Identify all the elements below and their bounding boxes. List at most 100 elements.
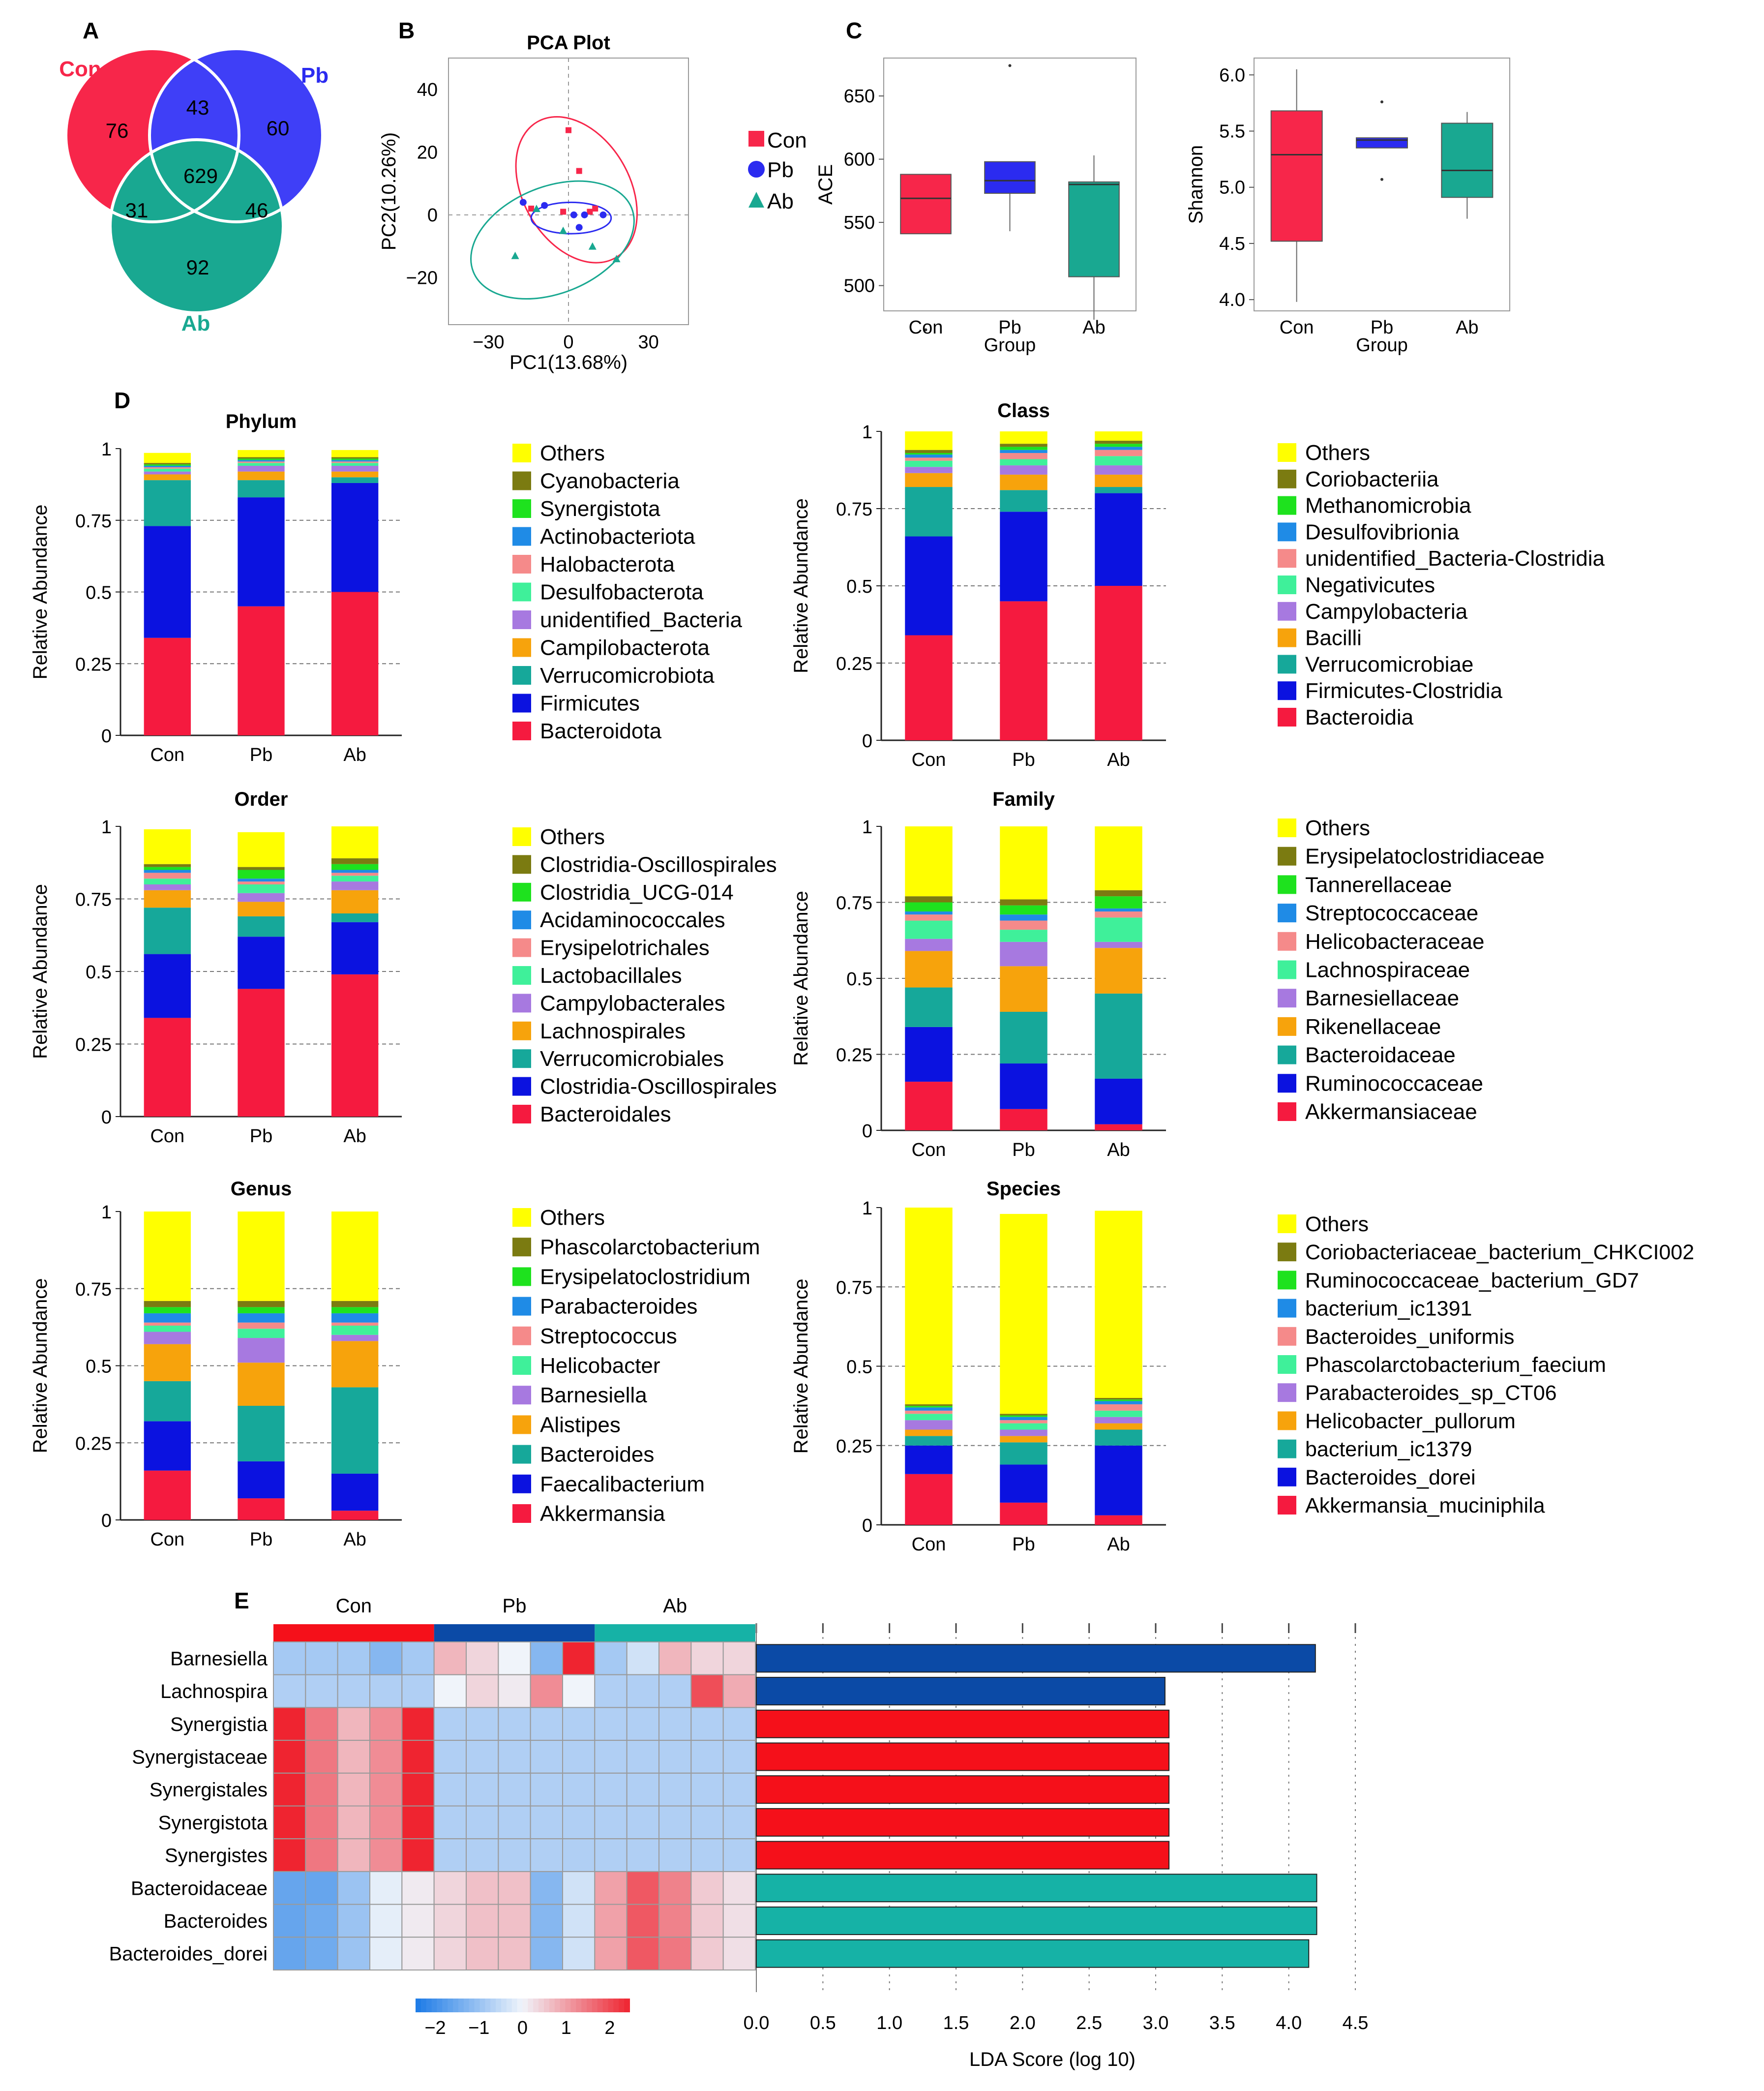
genus-legend-key [512, 1504, 531, 1523]
pca-title: PCA Plot [527, 32, 610, 54]
pca-point-ab [511, 251, 519, 259]
heatmap-cell [722, 1838, 756, 1872]
class-legend-key [1278, 655, 1296, 674]
colorbar-segment [597, 1999, 603, 2012]
genus-legend-key [512, 1415, 531, 1434]
order-bar-con-clostridia-ucg-014 [144, 867, 191, 870]
pca-legend-key-con [748, 131, 764, 147]
colorbar-segment [437, 1999, 443, 2012]
order-legend-label-clostridia-ucg-014: Clostridia_UCG-014 [540, 880, 734, 905]
genus-bar-pb-others [238, 1212, 285, 1301]
family-bar-pb-tannerellaceae [1000, 905, 1047, 915]
order-ytick: 1 [101, 817, 112, 838]
colorbar-tick: −1 [468, 2018, 489, 2038]
order-legend-label-verrucomicrobiales: Verrucomicrobiales [540, 1047, 724, 1071]
heatmap-cell [401, 1772, 435, 1807]
heatmap-cell [305, 1674, 338, 1708]
class-legend-key [1278, 549, 1296, 568]
genus-ytick: 0.25 [75, 1433, 112, 1454]
order-bar-pb-bacteroidales [238, 989, 285, 1117]
family-legend-key [1278, 1045, 1296, 1064]
class-legend-key [1278, 602, 1296, 621]
species-bar-con-phascolarctobacterium-faecium [905, 1414, 953, 1421]
heatmap-cell [722, 1707, 756, 1741]
heatmap-row-label-synergistaceae: Synergistaceae [132, 1746, 268, 1768]
phylum-bar-ab-others [331, 450, 379, 457]
order-legend-label-bacteroidales: Bacteroidales [540, 1102, 671, 1126]
class-xtick: Ab [1107, 750, 1130, 770]
pca-legend-label-con: Con [767, 128, 807, 152]
species-legend-key [1278, 1467, 1296, 1486]
family-legend-key [1278, 1102, 1296, 1121]
pca-ytick: −20 [406, 268, 438, 288]
venn-count-con-ab: 31 [125, 199, 149, 222]
order-bar-con-clostridia-oscillospirales [144, 864, 191, 867]
heatmap-cell [466, 1871, 499, 1905]
class-bar-pb-methanomicrobia [1000, 447, 1047, 450]
species-bar-ab-akkermansia-muciniphila [1095, 1515, 1142, 1525]
family-bar-ab-others [1095, 826, 1142, 890]
colorbar-segment [496, 1999, 502, 2012]
phylum-legend-key [512, 666, 531, 685]
species-bar-pb-coriobacteriaceae-bacterium-chkci002 [1000, 1414, 1047, 1416]
heatmap-cell [722, 1772, 756, 1807]
family-bar-con-erysipelatoclostridiaceae [905, 896, 953, 903]
genus-legend-key [512, 1238, 531, 1257]
order-bar-ab-erysipelotrichales [331, 873, 379, 876]
phylum-bar-pb-actinobacteriota [238, 460, 285, 462]
phylum-bar-con-actinobacteriota [144, 465, 191, 467]
heatmap-cell [658, 1871, 692, 1905]
phylum-bar-con-halobacterota [144, 467, 191, 469]
heatmap-row-label-bacteroides: Bacteroides [164, 1910, 268, 1932]
class-bar-pb-unidentified-bacteria-clostridia [1000, 453, 1047, 459]
colorbar-segment [517, 1999, 523, 2012]
phylum-xtick: Con [150, 745, 184, 765]
heatmap-cell [498, 1772, 531, 1807]
phylum-bar-ab-synergistota [331, 458, 379, 460]
order-bar-ab-verrucomicrobiales [331, 913, 379, 922]
heatmap-cell [273, 1740, 306, 1774]
heatmap-cell [305, 1707, 338, 1741]
species-bar-con-bacterium-ic1379 [905, 1436, 953, 1446]
phylum-legend-key [512, 610, 531, 629]
heatmap-cell [530, 1772, 563, 1807]
phylum-bar-con-synergistota [144, 464, 191, 466]
species-legend-key [1278, 1271, 1296, 1290]
heatmap-cell [305, 1772, 338, 1807]
heatmap-cell [498, 1937, 531, 1971]
order-bar-pb-clostridia-ucg-014 [238, 870, 285, 879]
heatmap-cell [273, 1674, 306, 1708]
heatmap-cell [498, 1641, 531, 1675]
species-bar-ab-parabacteroides-sp-ct06 [1095, 1417, 1142, 1424]
family-legend-key [1278, 904, 1296, 923]
heatmap-cell [466, 1805, 499, 1840]
venn-count-con-pb: 43 [186, 96, 209, 119]
phylum-ytick: 0.5 [86, 583, 112, 604]
shannon-xtick: Ab [1456, 317, 1478, 338]
genus-bar-con-faecalibacterium [144, 1421, 191, 1471]
phylum-ytick: 1 [101, 439, 112, 460]
heatmap-cell [337, 1707, 371, 1741]
phylum-bar-pb-others [238, 450, 285, 457]
heatmap-cell [273, 1707, 306, 1741]
heatmap-cell [658, 1937, 692, 1971]
family-bar-ab-lachnospiraceae [1095, 917, 1142, 942]
heatmap-cell [690, 1772, 724, 1807]
class-bar-ab-others [1095, 431, 1142, 441]
order-bar-ab-lactobacillales [331, 876, 379, 882]
family-legend-label-lachnospiraceae: Lachnospiraceae [1305, 958, 1470, 982]
species-bar-con-parabacteroides-sp-ct06 [905, 1420, 953, 1430]
colorbar-segment [426, 1999, 432, 2012]
heatmap-cell [466, 1838, 499, 1872]
species-legend-label-phascolarctobacterium-faecium: Phascolarctobacterium_faecium [1305, 1353, 1606, 1377]
class-bar-ab-unidentified-bacteria-clostridia [1095, 450, 1142, 456]
lda-xtick: 2.0 [1010, 2013, 1036, 2033]
family-bar-pb-others [1000, 826, 1047, 900]
colorbar-segment [431, 1999, 438, 2012]
lda-bar-synergistaceae [756, 1742, 1170, 1771]
phylum-bar-pb-desulfobacterota [238, 463, 285, 466]
order-bar-ab-others [331, 826, 379, 858]
heatmap-cell [594, 1641, 628, 1675]
colorbar-segment [619, 1999, 625, 2012]
lda-bar-synergistota [756, 1808, 1170, 1837]
